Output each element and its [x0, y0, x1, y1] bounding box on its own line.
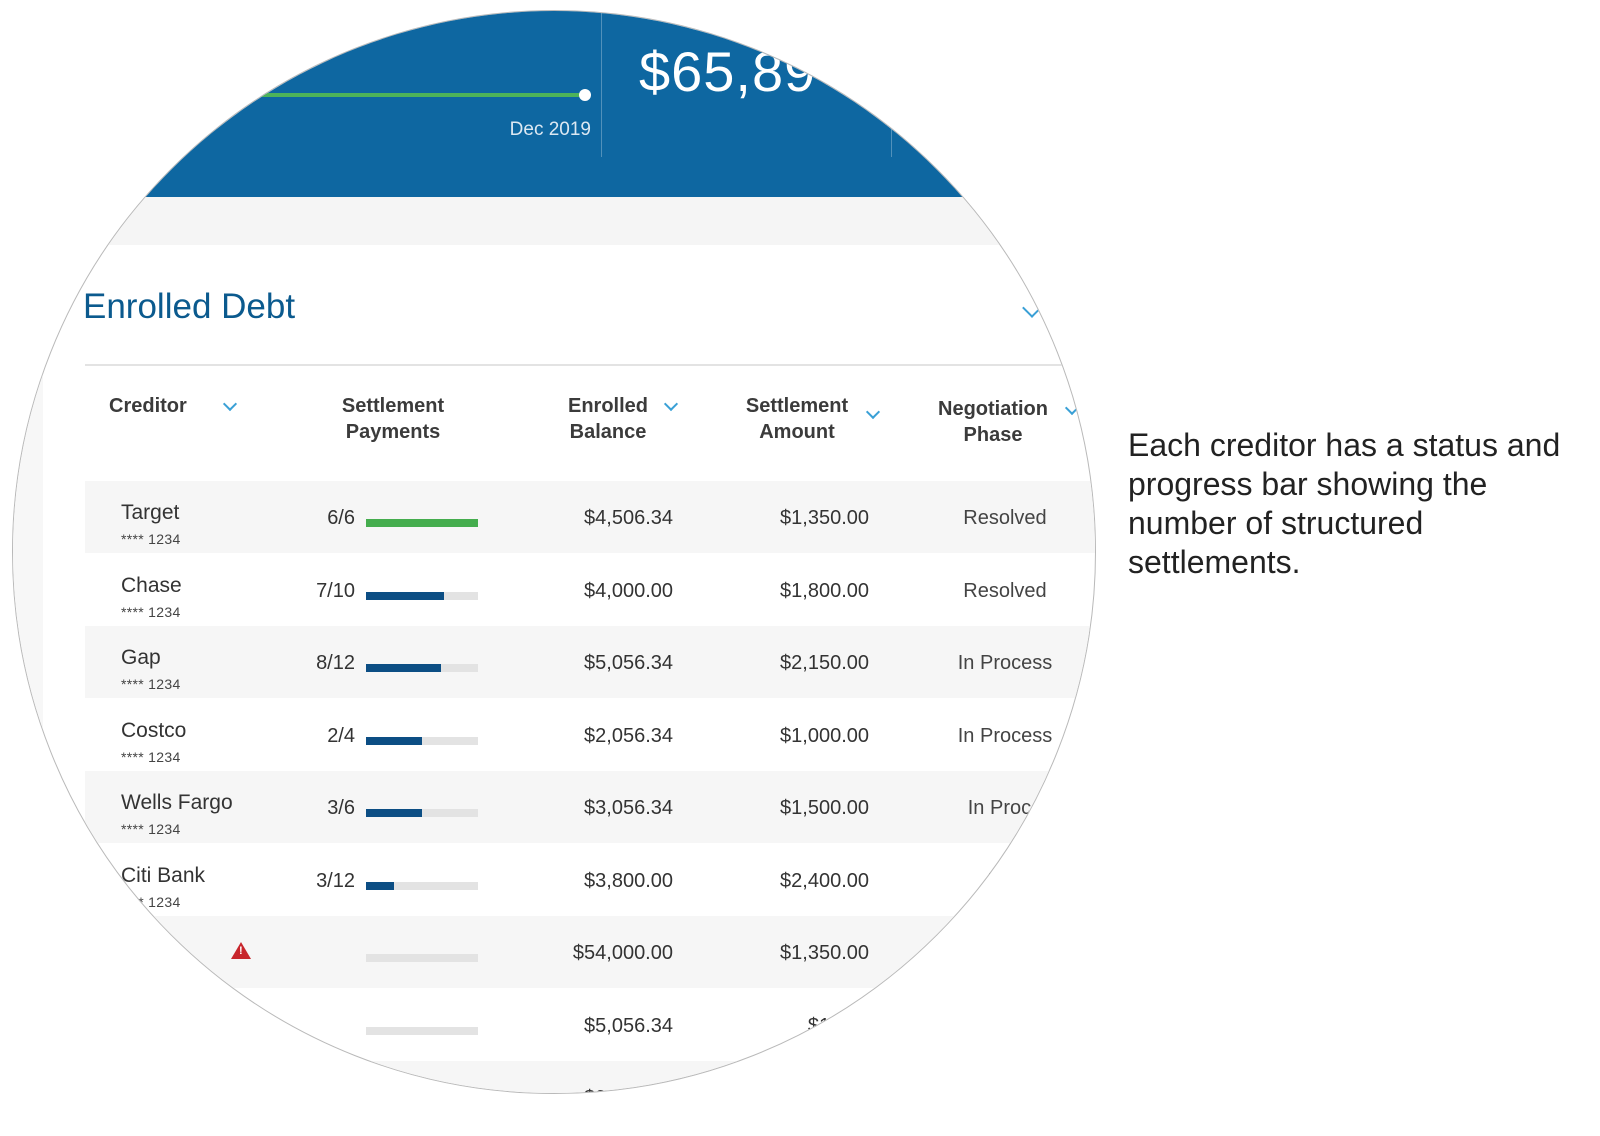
settlement-progress-fill — [366, 664, 441, 672]
negotiation-phase: Resolved — [963, 507, 1047, 529]
table-row[interactable]: Target **** 1234 6/6 $4,506.34 $1,350.00 Reso… — [85, 481, 1095, 553]
table-row[interactable]: Citi Bank **** 1234 3/12 $3,800.00 $2,400.00… — [85, 844, 1095, 916]
table-row[interactable]: $5,056.34 $1,800 — [85, 989, 1095, 1061]
creditor-name: Gap — [121, 646, 161, 669]
warning-triangle-icon: ! — [231, 942, 251, 959]
account-number: **** 1234 — [121, 894, 181, 910]
creditor-name: Chase — [121, 574, 182, 597]
table-row[interactable]: $2,056.34 — [85, 1061, 1095, 1093]
page-gutter — [13, 245, 43, 1093]
total-debt-amount: $65,89 — [639, 40, 817, 103]
enrolled-balance: $5,056.34 — [584, 1015, 673, 1037]
negotiation-phase: In Process — [957, 725, 1053, 747]
table-row[interactable]: Costco **** 1234 2/4 $2,056.34 $1,000.00 In P… — [85, 699, 1095, 771]
payments-count: 8/12 — [316, 652, 355, 674]
settlement-progress-bar — [366, 1027, 478, 1035]
settlement-amount: $2,400.00 — [780, 870, 869, 892]
account-number: **** 1234 — [121, 821, 181, 837]
account-number: **** 1234 — [121, 749, 181, 765]
enrolled-balance: $3,056.34 — [584, 797, 673, 819]
header-divider — [891, 11, 892, 157]
column-header-enrolled-balance[interactable]: Enrolled Balance — [567, 395, 648, 443]
settlement-progress-fill — [366, 809, 422, 817]
settlement-amount: $1,800.00 — [780, 580, 869, 602]
settlement-amount: $1,350.00 — [780, 942, 869, 964]
timeline-end-marker — [579, 89, 591, 101]
settlement-amount: $1,800 — [807, 1015, 869, 1037]
payments-count: 7/10 — [316, 580, 355, 602]
magnified-lens: Dec 2019 $65,89 Enrolled Debt Creditor S… — [12, 10, 1096, 1094]
creditor-name: Wells Fargo — [121, 791, 233, 814]
column-header-settlement-payments: Settlement Payments — [341, 395, 445, 443]
negotiation-phase: Resolved — [963, 580, 1047, 602]
header-divider — [601, 11, 602, 157]
section-spacer — [13, 197, 1095, 245]
enrolled-balance: $4,506.34 — [584, 507, 673, 529]
enrolled-debt-title: Enrolled Debt — [83, 287, 296, 326]
column-header-creditor[interactable]: Creditor — [109, 395, 187, 417]
creditor-name: Costco — [121, 719, 187, 742]
enrolled-balance: $2,056.34 — [515, 1087, 673, 1093]
collapse-chevron-icon[interactable] — [1022, 298, 1042, 318]
payments-count: 3/6 — [327, 797, 355, 819]
table-row[interactable]: Chase **** 1234 7/10 $4,000.00 $1,800.00 Reso… — [85, 554, 1095, 626]
enrolled-balance: $54,000.00 — [572, 942, 673, 964]
settlement-progress-bar — [366, 809, 478, 817]
settlement-amount: $1,350.00 — [780, 507, 869, 529]
table-row[interactable]: Gap **** 1234 8/12 $5,056.34 $2,150.00 In Pro… — [85, 626, 1095, 698]
settlement-progress-bar — [366, 664, 478, 672]
table-row[interactable]: Wells Fargo **** 1234 3/6 $3,056.34 $1,500.0… — [85, 771, 1095, 843]
payments-count: 3/12 — [316, 870, 355, 892]
settlement-amount: $1,500.00 — [780, 797, 869, 819]
creditor-name: Citi Bank — [121, 864, 206, 887]
settlement-progress-fill — [366, 882, 394, 890]
column-header-settlement-amount[interactable]: Settlement Amount — [745, 395, 849, 443]
enrolled-balance: $4,000.00 — [584, 580, 673, 602]
account-number: **** 1234 — [121, 676, 181, 692]
creditor-name: Target — [121, 501, 180, 524]
enrolled-balance: $5,056.34 — [584, 652, 673, 674]
feature-caption: Each creditor has a status and progress … — [1128, 427, 1561, 580]
column-header-negotiation-phase[interactable]: Negotiation Phase — [938, 398, 1048, 446]
settlement-amount: $1,000.00 — [780, 725, 869, 747]
settlement-progress-bar — [366, 954, 478, 962]
negotiation-phase: In P — [987, 870, 1023, 892]
settlement-progress-bar — [366, 882, 478, 890]
account-number: **** 1234 — [121, 604, 181, 620]
payments-count: 2/4 — [327, 725, 355, 747]
negotiation-phase: In Process — [957, 652, 1053, 674]
timeline-end-date: Dec 2019 — [509, 119, 591, 140]
settlement-progress-bar — [366, 519, 478, 527]
settlement-progress-bar — [366, 592, 478, 600]
settlement-progress-bar — [366, 737, 478, 745]
settlement-progress-fill — [366, 519, 478, 527]
table-row[interactable]: ! $54,000.00 $1,350.00 — [85, 916, 1095, 988]
payments-count: 6/6 — [327, 507, 355, 529]
negotiation-phase: In Proce — [967, 797, 1043, 819]
title-divider — [85, 364, 1095, 366]
summary-header: Dec 2019 $65,89 — [13, 11, 1095, 197]
program-timeline-bar — [193, 93, 586, 97]
sort-chevron-icon[interactable] — [222, 396, 238, 412]
account-number: **** 1234 — [121, 531, 181, 547]
settlement-progress-fill — [366, 737, 422, 745]
enrolled-balance: $3,800.00 — [584, 870, 673, 892]
settlement-amount: $2,150.00 — [780, 652, 869, 674]
enrolled-balance: $2,056.34 — [584, 725, 673, 747]
settlement-progress-fill — [366, 592, 444, 600]
